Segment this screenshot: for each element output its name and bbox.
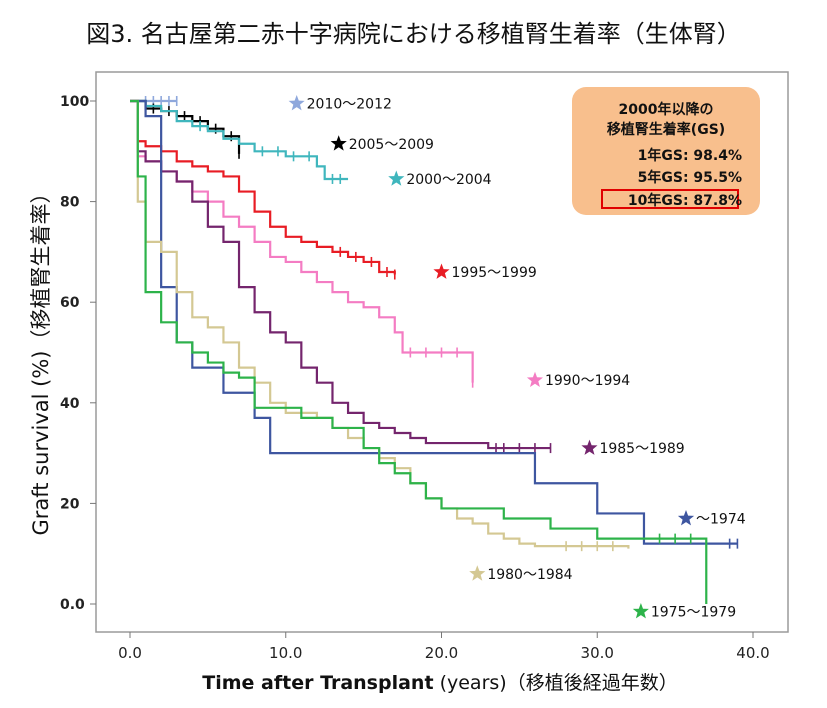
series-line-7 (130, 99, 630, 549)
x-tick-label-4: 40.0 (736, 644, 769, 662)
series-label-2: 2000～2004 (406, 172, 491, 188)
y-tick-label-0: 0.0 (60, 597, 85, 613)
y-tick-label-5: 100 (60, 94, 89, 110)
series-label-5: 1985～1989 (599, 441, 684, 457)
series-lines (130, 96, 739, 604)
x-tick-label-3: 30.0 (581, 644, 614, 662)
x-tick-label-2: 20.0 (425, 644, 458, 662)
series-label-7: 1980～1984 (487, 567, 572, 583)
series-line-5 (130, 99, 551, 450)
series-labels: 2010～2012 2005～2009 2000～2004 1995～1999 1990… (288, 95, 746, 621)
gs-5year: 5年GS: 95.5% (637, 170, 742, 186)
series-label-1: 2005～2009 (349, 137, 434, 153)
gs-box-title-line2: 移植腎生着率(GS) (606, 122, 726, 138)
y-tick-label-4: 80 (60, 195, 80, 211)
series-line-3 (130, 99, 396, 275)
series-star-icon-0 (288, 95, 305, 111)
y-axis-label: Graft survival (%)（移植腎生着率） (29, 182, 53, 536)
x-axis-label-main: Time after Transplant (202, 672, 434, 694)
x-axis-label-unit: (years)（移植後経過年数） (433, 672, 678, 694)
series-star-icon-5 (581, 439, 598, 455)
series-star-icon-4 (526, 371, 543, 387)
series-line-6 (130, 99, 738, 545)
series-label-6: ～1974 (696, 511, 746, 527)
page-title: 図3. 名古屋第二赤十字病院における移植腎生着率（生体腎） (86, 20, 741, 48)
x-axis-label: Time after Transplant (years)（移植後経過年数） (150, 668, 730, 695)
series-label-4: 1990～1994 (545, 373, 630, 389)
gs-10year: 10年GS: 87.8% (627, 193, 742, 209)
axes: 0.0 10.0 20.0 30.0 40.0 0.0 20 40 60 80 100 (60, 94, 770, 662)
y-tick-label-3: 60 (60, 295, 80, 311)
series-star-icon-1 (330, 135, 347, 151)
gs-10year-highlight (601, 189, 739, 209)
y-tick-label-1: 20 (60, 496, 80, 512)
series-label-0: 2010～2012 (307, 97, 392, 113)
series-star-icon-2 (388, 170, 405, 186)
x-tick-label-0: 0.0 (118, 644, 142, 662)
graft-survival-box: 2000年以降の 移植腎生着率(GS) 1年GS: 98.4% 5年GS: 95… (572, 87, 760, 215)
series-line-2 (130, 99, 349, 181)
gs-box-title-line1: 2000年以降の (618, 102, 714, 118)
series-label-3: 1995～1999 (452, 265, 537, 281)
series-label-8: 1975～1979 (651, 605, 736, 621)
series-star-icon-6 (677, 510, 695, 526)
gs-1year: 1年GS: 98.4% (637, 148, 742, 164)
series-line-8 (130, 99, 708, 604)
series-star-icon-3 (433, 263, 450, 279)
series-star-icon-8 (632, 603, 649, 619)
y-tick-label-2: 40 (60, 396, 80, 412)
x-tick-label-1: 10.0 (269, 644, 302, 662)
series-star-icon-7 (469, 565, 486, 581)
